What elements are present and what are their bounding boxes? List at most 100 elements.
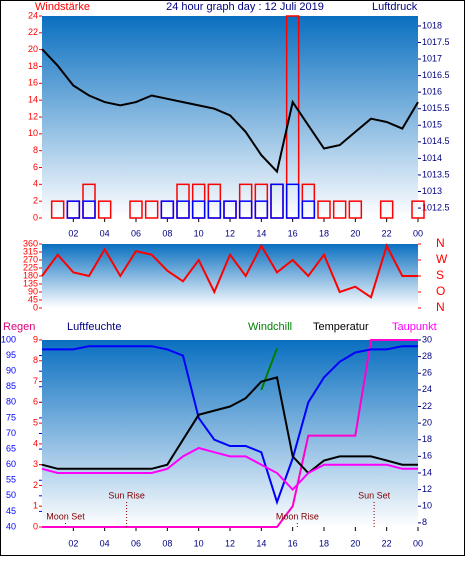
series-line [260,347,278,391]
x-tick-label: 22 [382,538,392,548]
wind-bar [144,200,159,219]
x-tick-label: 20 [350,538,360,548]
y-tick-label: 85 [6,381,16,391]
y2-tick-label: S [436,268,444,282]
y-tick-label: 2 [33,196,38,206]
y-tick-label: 75 [6,412,16,422]
x-tick-label: 18 [319,228,329,238]
y-tick-label: 135 [23,278,38,288]
y-tick-label: 360 [23,238,38,248]
series-line [42,345,418,506]
series-line [41,376,418,475]
y-tick-label: 0 [33,212,38,222]
wind-bar [379,200,394,219]
wind-bar [191,200,206,219]
event-label: Moon Set [46,511,85,521]
x-tick-label: 02 [68,228,78,238]
y-tick-label: 18 [28,61,38,71]
event-label: Moon Rise [276,511,319,521]
wind-bar [82,200,96,219]
series-line [41,243,418,299]
y3-tick-label: 16 [422,451,432,461]
y2-tick-label: 1013 [422,186,442,196]
y-tick-label: 40 [6,521,16,531]
x-tick-label: 04 [100,538,110,548]
x-tick-label: 06 [131,228,141,238]
panel-wind-pressure [42,16,418,218]
y-tick-label: 90 [6,366,16,376]
y-tick-label: 270 [23,254,38,264]
x-tick-label: 14 [256,538,266,548]
y-tick-label: 10 [28,128,38,138]
y2-tick-label: 1 [33,501,38,511]
y2-tick-label: 9 [33,334,38,344]
y3-tick-label: 28 [422,351,432,361]
y2-tick-label: N [436,300,445,314]
y-tick-label: 8 [33,145,38,155]
y2-tick-label: 1018 [422,20,442,30]
wind-bar [50,200,65,219]
y2-tick-label: 4 [33,438,38,448]
y2-tick-label: 1017.5 [422,37,450,47]
legend-entry: Luftfeuchte [67,321,121,333]
y2-tick-label: 1013.5 [422,169,450,179]
x-tick-label: 10 [194,538,204,548]
wind-bar [207,200,222,219]
y-tick-label: 22 [28,27,38,37]
x-tick-label: 22 [382,228,392,238]
wind-bar [348,200,363,219]
chart-title: 24 hour graph day : 12 Juli 2019 [166,1,324,13]
y3-tick-label: 8 [422,517,427,527]
y3-tick-label: 24 [422,384,432,394]
wind-bar [176,200,190,219]
x-tick-label: 16 [288,228,298,238]
y-tick-label: 50 [6,490,16,500]
y-tick-label: 55 [6,475,16,485]
x-tick-label: 20 [350,228,360,238]
legend-entry: Windchill [248,321,292,333]
x-tick-label: 06 [131,538,141,548]
y-tick-label: 60 [6,459,16,469]
y2-tick-label: 1016 [422,87,442,97]
y-tick-label: 225 [23,262,38,272]
y2-tick-label: 1012.5 [422,202,450,212]
wind-bar [270,183,284,219]
y3-tick-label: 12 [422,484,432,494]
y-tick-label: 95 [6,350,16,360]
y2-tick-label: 1017 [422,53,442,63]
series-line [42,339,418,528]
y2-tick-label: 1016.5 [422,70,450,80]
x-tick-label: 12 [225,228,235,238]
y2-tick-label: 1015 [422,120,442,130]
y2-tick-label: N [436,236,445,250]
y-tick-label: 315 [23,246,38,256]
y3-tick-label: 26 [422,368,432,378]
series-line [41,446,418,492]
y2-tick-label: 1014 [422,153,442,163]
y-tick-label: 65 [6,443,16,453]
y2-tick-label: 8 [33,355,38,365]
y2-tick-label: 1014.5 [422,136,450,146]
x-tick-label: 08 [162,538,172,548]
wind-bar [160,200,175,219]
y2-tick-label: W [436,252,448,266]
y2-tick-label: 6 [33,397,38,407]
x-tick-label: 14 [256,228,266,238]
y3-tick-label: 20 [422,417,432,427]
y-tick-label: 12 [28,111,38,121]
y-tick-label: 180 [23,270,38,280]
wind-bar [129,200,143,219]
legend-entry: Temperatur [313,321,369,333]
y3-tick-label: 30 [422,334,432,344]
legend-entry: Regen [3,321,35,333]
wind-bar [97,200,112,219]
event-label: Sun Rise [108,490,145,500]
wind-bar [317,200,331,219]
y3-tick-label: 14 [422,467,432,477]
event-label: Sun Set [358,490,391,500]
pressure-label: Luftdruck [372,1,418,13]
legend-entry: Taupunkt [392,321,437,333]
wind-bar [332,200,347,219]
y2-tick-label: 5 [33,417,38,427]
wind-label: Windstärke [35,1,90,13]
